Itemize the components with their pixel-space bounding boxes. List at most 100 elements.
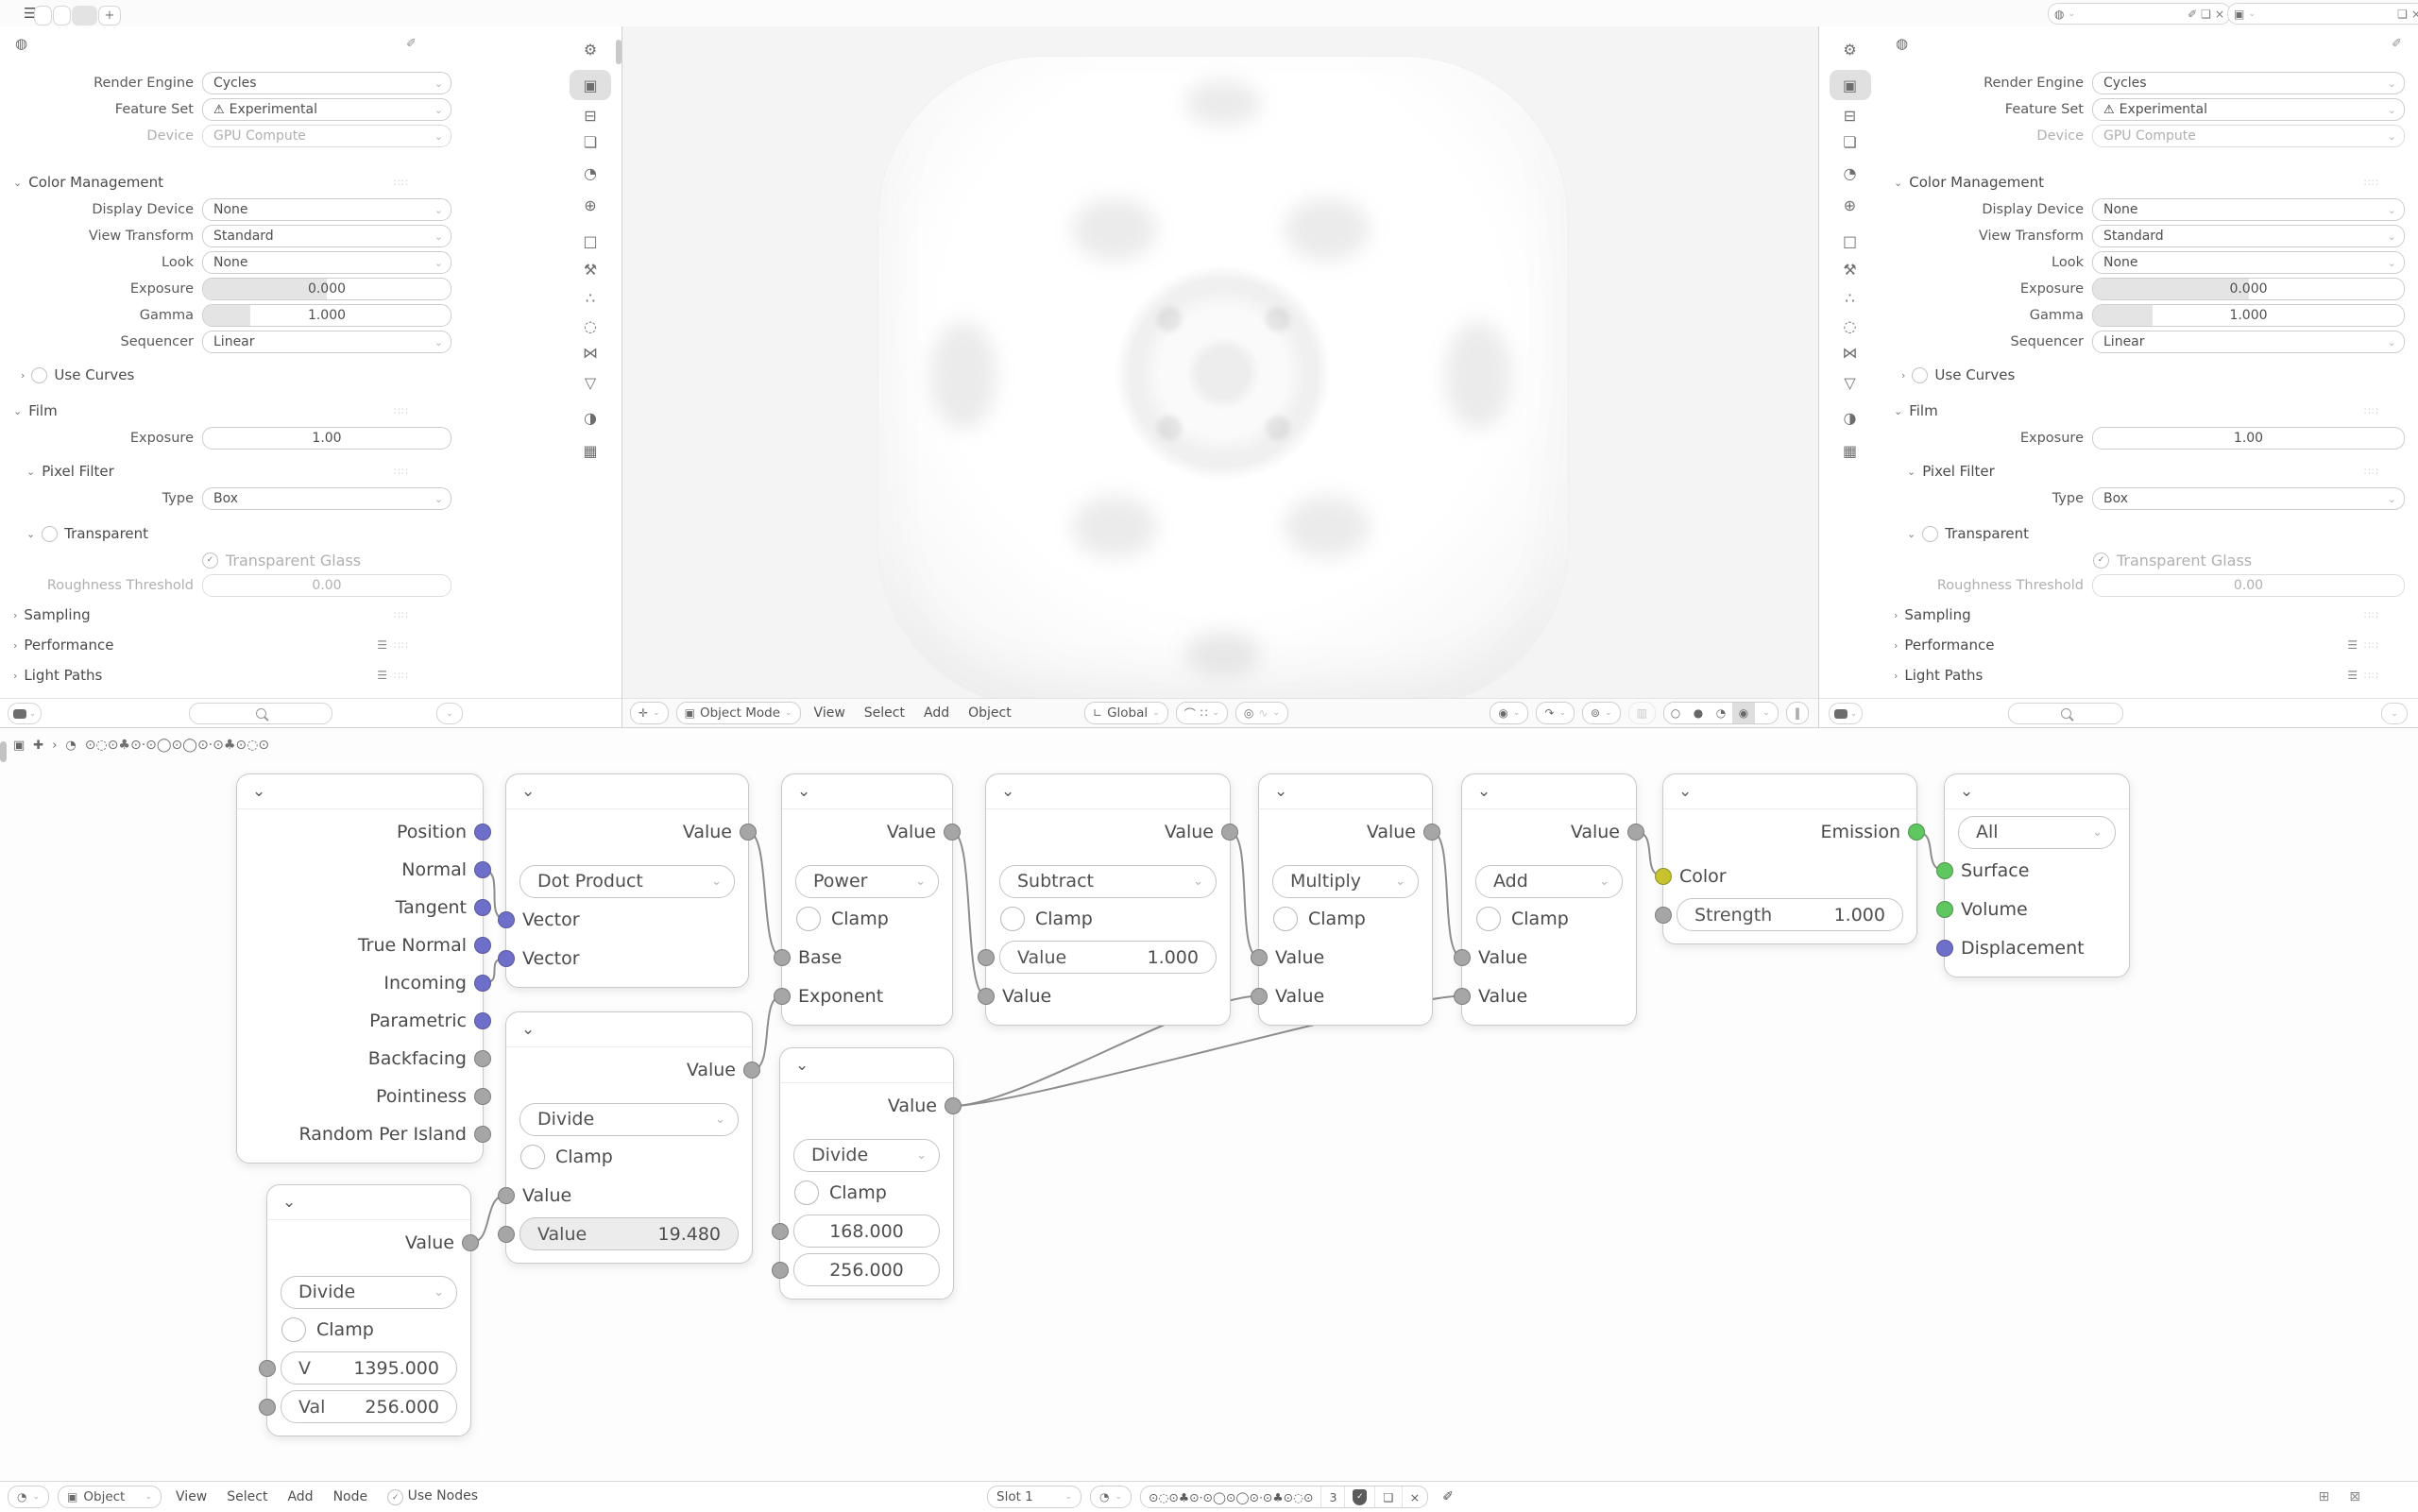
- node-value-field[interactable]: 256.000: [793, 1253, 940, 1286]
- node-header[interactable]: ⌄: [506, 1012, 752, 1047]
- datablock-selector[interactable]: ◍ ⌄ ✐ ❏ ×: [2048, 3, 2231, 25]
- input-socket[interactable]: [1936, 900, 1953, 918]
- shading-material-preview[interactable]: ◔: [1710, 703, 1732, 723]
- output-socket[interactable]: [1423, 824, 1440, 841]
- editor-type-button[interactable]: ✛ ⌄: [630, 702, 669, 724]
- properties-tab-world[interactable]: ⊕: [584, 195, 597, 214]
- output-socket[interactable]: [740, 824, 757, 841]
- editor-type-button[interactable]: ⌄: [8, 703, 42, 724]
- node-value-field[interactable]: Strength 1.000: [1677, 898, 1903, 931]
- copy-icon[interactable]: ❏: [2201, 7, 2211, 21]
- feature-set-dropdown[interactable]: ⚠ Experimental ⌄: [2092, 98, 2405, 121]
- properties-tab-world[interactable]: ⊕: [1843, 195, 1857, 214]
- node-subtract[interactable]: ⌄ Value Subtract ⌄ Clamp Value 1.000 Value: [978, 773, 1238, 1026]
- divide-operation-dropdown[interactable]: Divide ⌄: [281, 1275, 457, 1309]
- snap-toggle-group[interactable]: ⌒ ∷ ⌄: [1175, 702, 1228, 724]
- node-header[interactable]: ⌄: [986, 774, 1230, 809]
- clamp-checkbox[interactable]: [1273, 907, 1298, 931]
- input-socket[interactable]: [774, 948, 791, 966]
- use-nodes-toggle[interactable]: ✓ Use Nodes: [382, 1488, 484, 1506]
- input-socket[interactable]: [1251, 948, 1268, 966]
- clamp-checkbox[interactable]: [520, 1145, 545, 1169]
- menu-select[interactable]: Select: [227, 1489, 268, 1504]
- properties-tab-constraints[interactable]: ⋈: [583, 343, 598, 362]
- panel-header-transparent[interactable]: ⌄ Transparent: [0, 519, 559, 548]
- roughness-threshold-field[interactable]: 0.00: [2092, 574, 2405, 597]
- node-value-field[interactable]: Val 256.000: [281, 1390, 457, 1423]
- material-datablock-icon-button[interactable]: ◔ ⌄: [1090, 1486, 1132, 1508]
- render-engine-dropdown[interactable]: Cycles ⌄: [2092, 72, 2405, 94]
- properties-tab-particles[interactable]: ∴: [585, 288, 596, 307]
- properties-tab-modifiers[interactable]: ⚒: [1843, 260, 1857, 279]
- properties-tab-material[interactable]: ◑: [1843, 408, 1857, 427]
- transparent-glass-checkbox[interactable]: ✓: [2093, 552, 2109, 569]
- clamp-checkbox[interactable]: [1476, 907, 1501, 931]
- node-header[interactable]: ⌄: [1663, 774, 1916, 809]
- pause-render-button[interactable]: ‖: [1786, 702, 1809, 724]
- use-nodes-checkbox[interactable]: ✓: [387, 1489, 404, 1506]
- properties-tab-view-layer[interactable]: ❏: [1843, 132, 1857, 151]
- add-operation-dropdown[interactable]: Add ⌄: [1475, 864, 1623, 898]
- use-curves-checkbox[interactable]: [1912, 366, 1929, 383]
- panel-header-color-management[interactable]: ⌄ Color Management ∷∷: [1881, 168, 2418, 196]
- list-view-icon[interactable]: ☰: [2347, 669, 2358, 682]
- properties-tab-object[interactable]: □: [1842, 231, 1858, 250]
- editor-type-button[interactable]: ◔ ⌄: [8, 1486, 50, 1508]
- panel-header-sampling[interactable]: › Sampling ∷∷: [1881, 601, 2418, 629]
- copy-icon[interactable]: ❏: [2397, 7, 2408, 21]
- pin-button[interactable]: ✐: [1442, 1489, 1454, 1504]
- properties-tab-physics[interactable]: ◌: [1843, 316, 1857, 335]
- mode-dropdown[interactable]: ▣ Object Mode ⌄: [675, 702, 801, 724]
- panel-header-transparent[interactable]: ⌄ Transparent: [1881, 519, 2418, 548]
- output-socket[interactable]: [474, 1088, 491, 1105]
- divide-operation-dropdown[interactable]: Divide ⌄: [519, 1102, 739, 1136]
- output-socket[interactable]: [944, 824, 961, 841]
- material-slot-dropdown[interactable]: Slot 1 ⌄: [987, 1486, 1081, 1508]
- shading-rendered[interactable]: ◉: [1732, 703, 1755, 723]
- output-socket[interactable]: [474, 937, 491, 954]
- input-socket[interactable]: [259, 1359, 276, 1377]
- output-socket[interactable]: [1908, 824, 1925, 841]
- panel-header-film[interactable]: ⌄ Film ∷∷: [0, 397, 559, 425]
- look-dropdown[interactable]: None ⌄: [2092, 251, 2405, 274]
- panel-header-sampling[interactable]: › Sampling ∷∷: [0, 601, 559, 629]
- node-multiply[interactable]: ⌄ Value Multiply ⌄ Clamp Value Value: [1251, 773, 1440, 1026]
- material-users-count[interactable]: 3: [1320, 1487, 1344, 1507]
- node-power[interactable]: ⌄ Value Power ⌄ Clamp Base Exponent: [774, 773, 961, 1026]
- node-header[interactable]: ⌄: [506, 774, 748, 809]
- clamp-checkbox[interactable]: [796, 907, 821, 931]
- exposure-field[interactable]: 0.000: [202, 278, 451, 300]
- panel-header-use-curves[interactable]: › Use Curves: [1881, 361, 2418, 389]
- node-header[interactable]: ⌄: [1259, 774, 1432, 809]
- options-dropdown-button[interactable]: ⌄: [2381, 703, 2408, 724]
- corner-tool-icon-0[interactable]: ⊞: [2318, 1489, 2330, 1504]
- node-header[interactable]: ⌄: [780, 1048, 953, 1083]
- unlink-material-button[interactable]: ×: [1401, 1487, 1427, 1507]
- node-geometry[interactable]: ⌄ Position Normal Tangent True Normal Incomin…: [236, 773, 491, 1164]
- properties-tab-view-layer[interactable]: ❏: [583, 132, 598, 151]
- properties-tab-render[interactable]: ▣: [1829, 70, 1871, 100]
- region-handle[interactable]: [0, 741, 7, 762]
- menu-add[interactable]: Add: [923, 705, 950, 721]
- input-socket[interactable]: [1454, 987, 1471, 1005]
- input-socket[interactable]: [1655, 867, 1672, 885]
- panel-header-use-curves[interactable]: › Use Curves: [0, 361, 559, 389]
- node-header[interactable]: ⌄: [1945, 774, 2129, 809]
- view-transform-dropdown[interactable]: Standard ⌄: [202, 225, 451, 247]
- panel-header-light-paths[interactable]: › Light Paths ☰ ∷∷: [1881, 661, 2418, 689]
- output-socket[interactable]: [474, 1012, 491, 1029]
- type-dropdown[interactable]: Box ⌄: [202, 487, 451, 510]
- node-value-field[interactable]: Value 19.480: [519, 1217, 739, 1250]
- input-socket[interactable]: [259, 1398, 276, 1416]
- menu-object[interactable]: Object: [968, 705, 1012, 721]
- pin-icon[interactable]: ✐: [2188, 7, 2198, 21]
- visibility-dropdown[interactable]: ◉ ⌄: [1490, 702, 1529, 724]
- input-socket[interactable]: [772, 1222, 789, 1240]
- output-socket[interactable]: [474, 1126, 491, 1143]
- node-header[interactable]: ⌄: [1462, 774, 1636, 809]
- transparent-glass-checkbox[interactable]: ✓: [202, 552, 218, 569]
- subtract-operation-dropdown[interactable]: Subtract ⌄: [999, 864, 1217, 898]
- input-socket[interactable]: [978, 948, 995, 966]
- input-socket[interactable]: [498, 910, 515, 928]
- device-dropdown[interactable]: GPU Compute ⌄: [202, 125, 451, 147]
